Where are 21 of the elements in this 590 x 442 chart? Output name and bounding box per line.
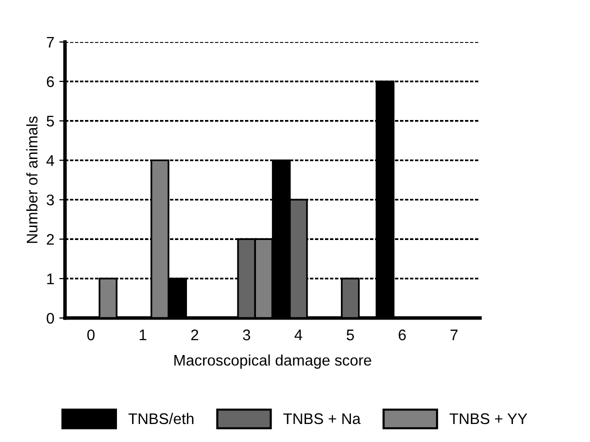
- x-tick-label: 3: [242, 330, 250, 340]
- y-axis-title: Number of animals: [26, 116, 38, 243]
- y-tick-label: 6: [46, 76, 54, 88]
- y-tick-label: 7: [46, 37, 54, 48]
- y-tick-label: 1: [47, 274, 54, 284]
- x-axis-title: Macroscopical damage score: [174, 354, 372, 369]
- legend-label: TNBS + Na: [283, 413, 361, 424]
- legend-label: TNBS + YY: [450, 413, 528, 424]
- y-tick-label: 3: [46, 194, 54, 206]
- y-tick-label: 4: [46, 155, 54, 166]
- x-tick-label: 0: [87, 330, 95, 340]
- y-tick-label: 0: [46, 312, 54, 324]
- x-tick-label: 1: [140, 330, 146, 340]
- x-tick-label: 6: [398, 330, 406, 340]
- x-tick-label: 7: [450, 330, 458, 340]
- y-tick-label: 2: [46, 234, 54, 245]
- y-tick-label: 5: [46, 116, 54, 127]
- legend-label: TNBS/eth: [128, 412, 194, 424]
- x-tick-label: 2: [191, 330, 198, 340]
- x-tick-label: 4: [294, 330, 302, 340]
- x-tick-label: 5: [346, 330, 354, 340]
